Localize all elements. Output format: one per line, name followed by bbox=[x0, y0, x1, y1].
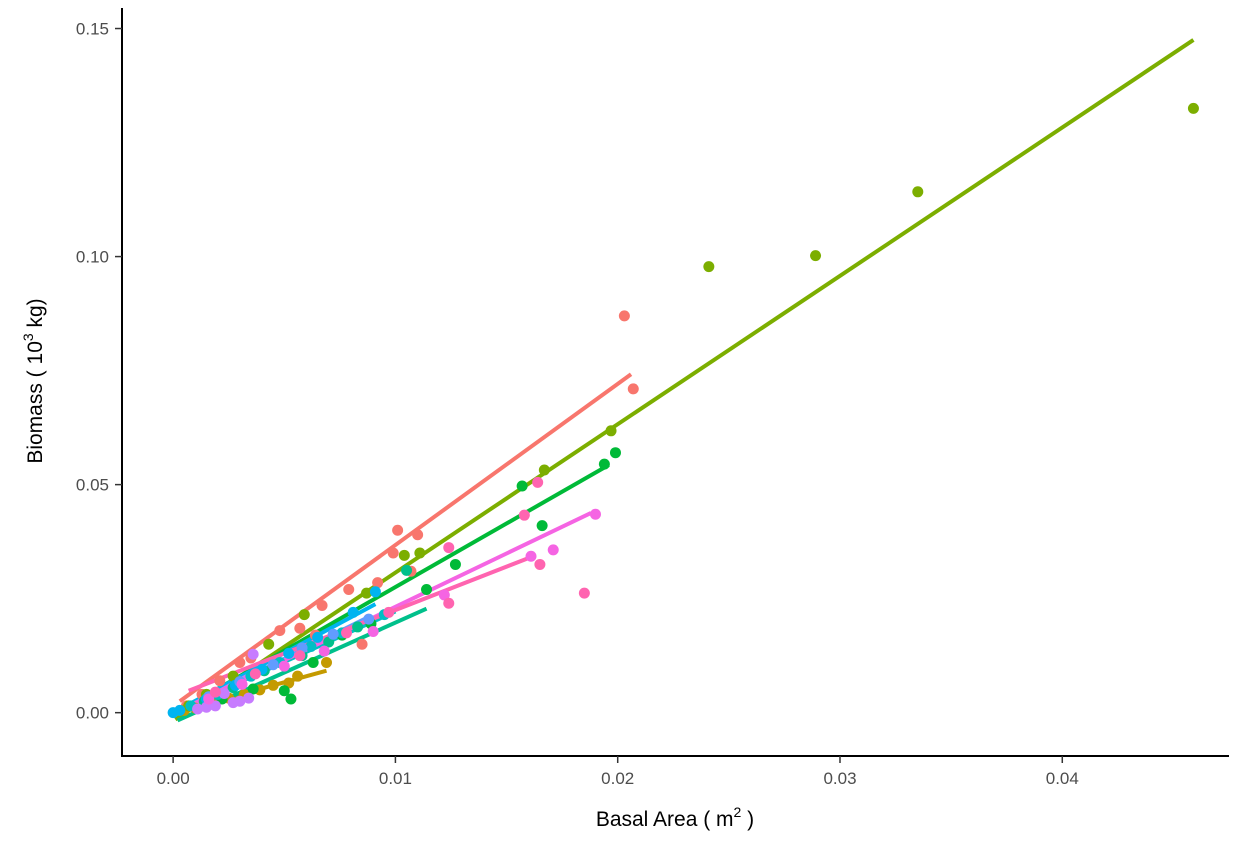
data-point bbox=[363, 613, 375, 625]
data-point bbox=[292, 670, 304, 682]
x-tick-label: 0.04 bbox=[1046, 769, 1079, 788]
data-point bbox=[267, 679, 279, 691]
data-point bbox=[318, 645, 330, 657]
data-point bbox=[703, 261, 715, 273]
y-tick-label: 0.15 bbox=[76, 20, 109, 39]
data-point bbox=[1187, 102, 1199, 114]
x-tick-label: 0.01 bbox=[379, 769, 412, 788]
data-point bbox=[538, 464, 550, 476]
data-point bbox=[372, 577, 384, 589]
data-point bbox=[912, 186, 924, 198]
data-point bbox=[810, 250, 822, 262]
data-point bbox=[361, 587, 373, 599]
data-point bbox=[627, 383, 639, 395]
data-point bbox=[414, 547, 426, 559]
data-point bbox=[209, 700, 221, 712]
x-axis-title: Basal Area ( m2 ) bbox=[596, 804, 754, 831]
data-point bbox=[383, 606, 395, 618]
data-point bbox=[421, 584, 433, 596]
fit-lines bbox=[174, 38, 1195, 723]
data-point bbox=[247, 648, 259, 660]
y-axis-title: Biomass ( 103 kg) bbox=[20, 298, 47, 463]
data-point bbox=[438, 589, 450, 601]
data-point bbox=[274, 625, 286, 637]
data-point bbox=[401, 564, 413, 576]
y-ticks: 0.00 0.05 0.10 0.15 bbox=[76, 20, 122, 723]
axes: 0.00 0.01 0.02 0.03 0.04 0.00 0.05 0.10 0.15 bbox=[76, 8, 1229, 788]
data-point bbox=[387, 547, 399, 559]
data-point bbox=[294, 650, 306, 662]
data-point bbox=[443, 597, 455, 609]
data-point bbox=[369, 586, 381, 598]
data-point bbox=[536, 520, 548, 532]
data-point bbox=[249, 668, 261, 680]
data-point bbox=[412, 529, 424, 541]
data-point bbox=[449, 558, 461, 570]
data-point bbox=[278, 685, 290, 697]
data-point bbox=[525, 550, 537, 562]
data-point bbox=[392, 524, 404, 536]
data-point bbox=[367, 625, 379, 637]
data-point bbox=[236, 678, 248, 690]
data-point bbox=[618, 310, 630, 322]
data-point bbox=[285, 693, 297, 705]
data-point bbox=[356, 638, 368, 650]
data-point bbox=[227, 697, 239, 709]
data-point bbox=[203, 693, 215, 705]
x-tick-label: 0.02 bbox=[601, 769, 634, 788]
data-point bbox=[321, 657, 333, 668]
data-point bbox=[214, 675, 226, 687]
data-point bbox=[267, 659, 279, 671]
data-point bbox=[167, 707, 179, 719]
data-point bbox=[516, 480, 528, 492]
fit-line bbox=[174, 38, 1195, 722]
data-point bbox=[598, 458, 610, 470]
x-tick-label: 0.00 bbox=[157, 769, 190, 788]
data-point bbox=[347, 606, 359, 618]
y-tick-label: 0.00 bbox=[76, 704, 109, 723]
data-point bbox=[341, 627, 353, 639]
data-point bbox=[578, 587, 590, 599]
data-point bbox=[534, 558, 546, 570]
data-point bbox=[218, 688, 230, 700]
data-point bbox=[398, 549, 410, 561]
data-point bbox=[298, 609, 310, 621]
data-point bbox=[343, 584, 355, 596]
data-point bbox=[316, 599, 328, 611]
data-point bbox=[518, 509, 530, 521]
data-point bbox=[305, 641, 317, 653]
data-point bbox=[547, 544, 559, 556]
x-tick-label: 0.03 bbox=[823, 769, 856, 788]
data-point bbox=[609, 447, 621, 459]
y-tick-label: 0.10 bbox=[76, 248, 109, 267]
data-point bbox=[247, 683, 259, 695]
data-point bbox=[209, 686, 221, 698]
x-ticks: 0.00 0.01 0.02 0.03 0.04 bbox=[157, 756, 1079, 788]
data-point bbox=[192, 703, 204, 715]
data-points bbox=[167, 102, 1199, 719]
data-point bbox=[307, 657, 319, 668]
fit-line bbox=[178, 372, 633, 703]
data-point bbox=[294, 622, 306, 634]
data-point bbox=[263, 638, 275, 650]
data-point bbox=[443, 542, 455, 554]
data-point bbox=[327, 628, 339, 640]
data-point bbox=[234, 657, 246, 668]
data-point bbox=[605, 425, 617, 437]
data-point bbox=[243, 692, 255, 704]
data-point bbox=[532, 476, 544, 488]
data-point bbox=[278, 660, 290, 672]
data-point bbox=[352, 621, 364, 633]
data-point bbox=[283, 647, 295, 659]
data-point bbox=[312, 631, 324, 643]
data-point bbox=[589, 508, 601, 520]
y-tick-label: 0.05 bbox=[76, 476, 109, 495]
